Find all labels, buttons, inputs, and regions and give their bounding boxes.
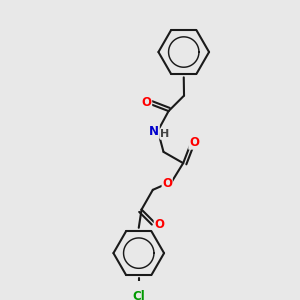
- Text: Cl: Cl: [132, 290, 145, 300]
- Text: O: O: [142, 96, 152, 109]
- Text: H: H: [160, 129, 170, 139]
- Text: N: N: [149, 125, 159, 138]
- Text: O: O: [154, 218, 164, 231]
- Text: O: O: [189, 136, 199, 149]
- Text: O: O: [162, 177, 172, 190]
